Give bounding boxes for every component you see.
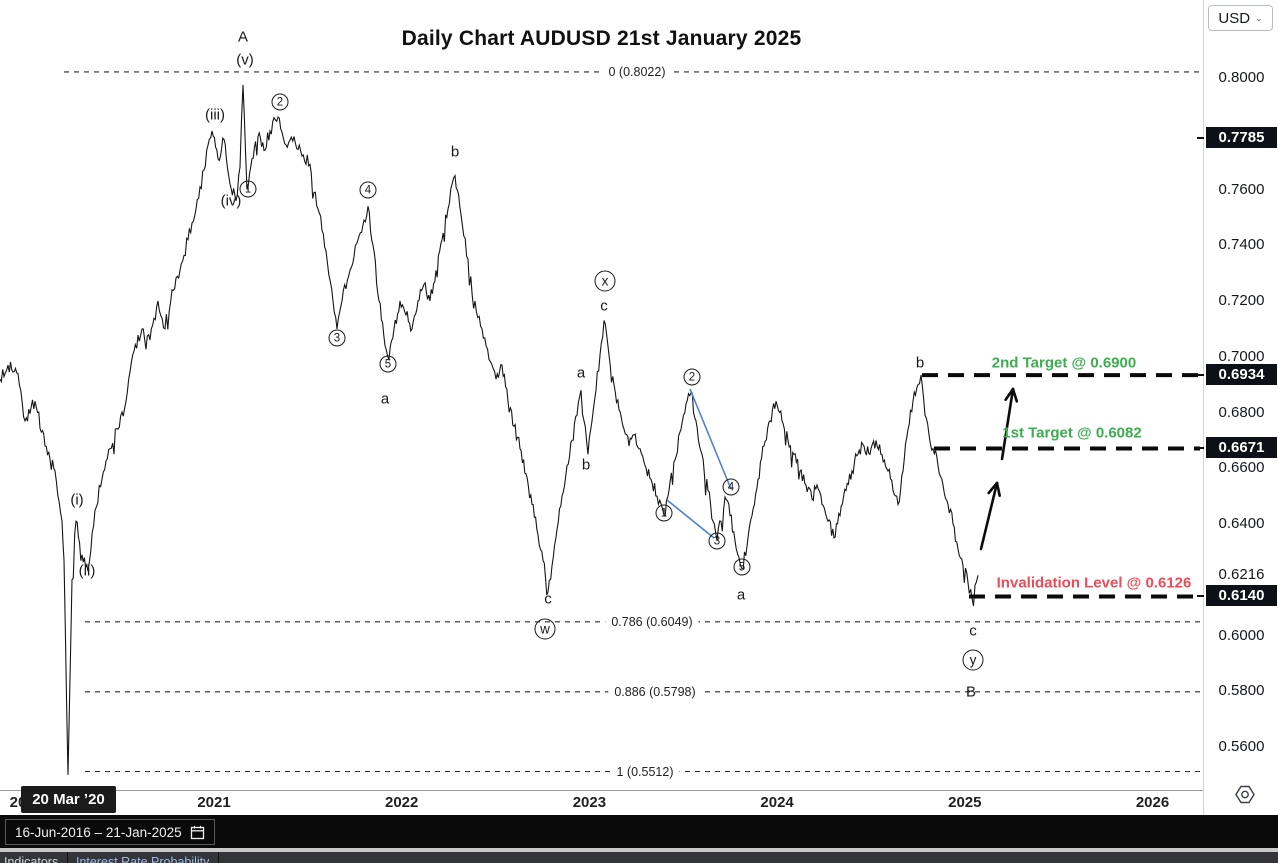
second-target-label: 2nd Target @ 0.6900 (991, 354, 1137, 372)
axis-tick (1197, 595, 1204, 598)
chart-title: Daily Chart AUDUSD 21st January 2025 (401, 27, 802, 50)
invalidation-level-label: Invalidation Level @ 0.6126 (996, 574, 1192, 592)
wave-label-circled: x (594, 270, 616, 292)
wave-label: c (544, 590, 552, 608)
wave-label: c (600, 297, 608, 315)
price-axis-label: 0.6000 (1218, 626, 1265, 644)
wave-label: b (450, 143, 460, 161)
bottom-tabs-strip: Indicators Interest Rate Probability (0, 852, 1278, 863)
chevron-down-icon: ⌄ (1255, 12, 1263, 23)
price-axis-label: 0.7200 (1218, 292, 1265, 309)
wave-label: a (736, 586, 746, 604)
wave-label: (v) (236, 51, 254, 69)
wave-label: B (965, 683, 977, 701)
price-axis-label: 0.6400 (1218, 515, 1265, 532)
wave-label-circled: 1 (655, 504, 673, 522)
year-axis-label: 2025 (948, 794, 982, 811)
wave-label-circled: 4 (359, 181, 377, 199)
currency-selector[interactable]: USD ⌄ (1208, 5, 1273, 31)
price-scale-settings-button[interactable] (1232, 783, 1258, 805)
divider-strip (0, 848, 1278, 852)
fib-level-label: 0.786 (0.6049) (605, 614, 699, 629)
wave-label: c (969, 622, 977, 640)
price-axis-label: 0.7600 (1218, 180, 1265, 198)
fib-level-label: 1 (0.5512) (610, 764, 680, 779)
wave-label: b (915, 354, 925, 372)
price-axis[interactable]: USD ⌄ 0.8000 0.7785 0.7600 0.7400 0.7200 0.70… (1197, 0, 1278, 815)
wave-label: (ii) (78, 562, 96, 580)
chart-plot-area[interactable]: Daily Chart AUDUSD 21st January 2025 0 (… (0, 0, 1203, 815)
wave-label-circled: 2 (683, 368, 701, 386)
wave-label-circled: y (962, 649, 984, 671)
price-axis-label: 0.6800 (1218, 403, 1265, 421)
tab-indicators[interactable]: Indicators (4, 855, 59, 863)
year-axis-label: 2021 (197, 794, 231, 811)
time-axis[interactable]: 2020202120222023202420252026 (0, 790, 1203, 815)
price-level-badge: 0.6934 (1206, 364, 1277, 386)
gear-icon (1235, 785, 1255, 803)
axis-tick (1197, 374, 1204, 377)
wave-label: (iv) (220, 192, 242, 210)
channel-line (689, 388, 732, 490)
wave-label-circled: 4 (722, 478, 740, 496)
year-axis-label: 2022 (385, 794, 419, 811)
price-axis-label: 0.7400 (1218, 236, 1265, 254)
price-axis-label: 0.7000 (1218, 347, 1265, 365)
tab-divider (67, 852, 68, 863)
price-axis-label: 0.5800 (1218, 682, 1265, 700)
wave-label-circled: 3 (328, 329, 346, 347)
wave-label-circled: 3 (708, 532, 726, 550)
wave-label-circled: w (534, 618, 556, 640)
year-axis-label: 2024 (760, 794, 794, 811)
date-range-text: 16-Jun-2016 – 21-Jan-2025 (15, 824, 182, 840)
price-axis-label: 0.8000 (1218, 69, 1265, 86)
year-axis-label: 2023 (572, 794, 607, 811)
wave-label-circled: 2 (271, 93, 289, 111)
fib-level-label: 0 (0.8022) (602, 64, 672, 79)
date-tooltip: 20 Mar ’20 (21, 786, 116, 813)
wave-label: a (380, 390, 390, 408)
wave-label: A (237, 28, 249, 46)
wave-label: b (581, 456, 591, 474)
date-range-picker[interactable]: 16-Jun-2016 – 21-Jan-2025 (5, 819, 215, 845)
tab-interest-rate-probability[interactable]: Interest Rate Probability (76, 855, 210, 863)
channel-line (666, 499, 715, 539)
price-level-badge: 0.6671 (1206, 437, 1277, 459)
wave-label-circled: 5 (733, 558, 751, 576)
year-axis-label: 2026 (1135, 794, 1170, 811)
up-arrow-icon (1000, 387, 1019, 461)
tab-divider (218, 852, 219, 863)
price-level-badge: 0.6140 (1206, 585, 1277, 607)
axis-tick (1197, 136, 1204, 139)
wave-label: (iii) (205, 106, 225, 124)
wave-label: (i) (70, 491, 84, 509)
wave-label-circled: 5 (379, 355, 397, 373)
price-level-badge: 0.7785 (1206, 126, 1277, 148)
price-axis-label: 0.6216 (1218, 566, 1265, 584)
currency-selector-label: USD (1218, 9, 1251, 27)
price-axis-label: 0.5600 (1218, 738, 1265, 755)
wave-label-circled: 1 (239, 180, 257, 198)
wave-label: a (576, 364, 586, 382)
bottom-toolbar: 16-Jun-2016 – 21-Jan-2025 (0, 815, 1278, 848)
fib-level-label: 0.886 (0.5798) (608, 684, 702, 699)
price-line (0, 84, 979, 775)
up-arrow-icon (979, 481, 1002, 551)
axis-tick (1197, 447, 1204, 450)
price-axis-label: 0.6600 (1218, 459, 1265, 477)
calendar-icon (190, 825, 204, 839)
first-target-label: 1st Target @ 0.6082 (1002, 424, 1142, 442)
chart-svg (0, 71, 1201, 775)
